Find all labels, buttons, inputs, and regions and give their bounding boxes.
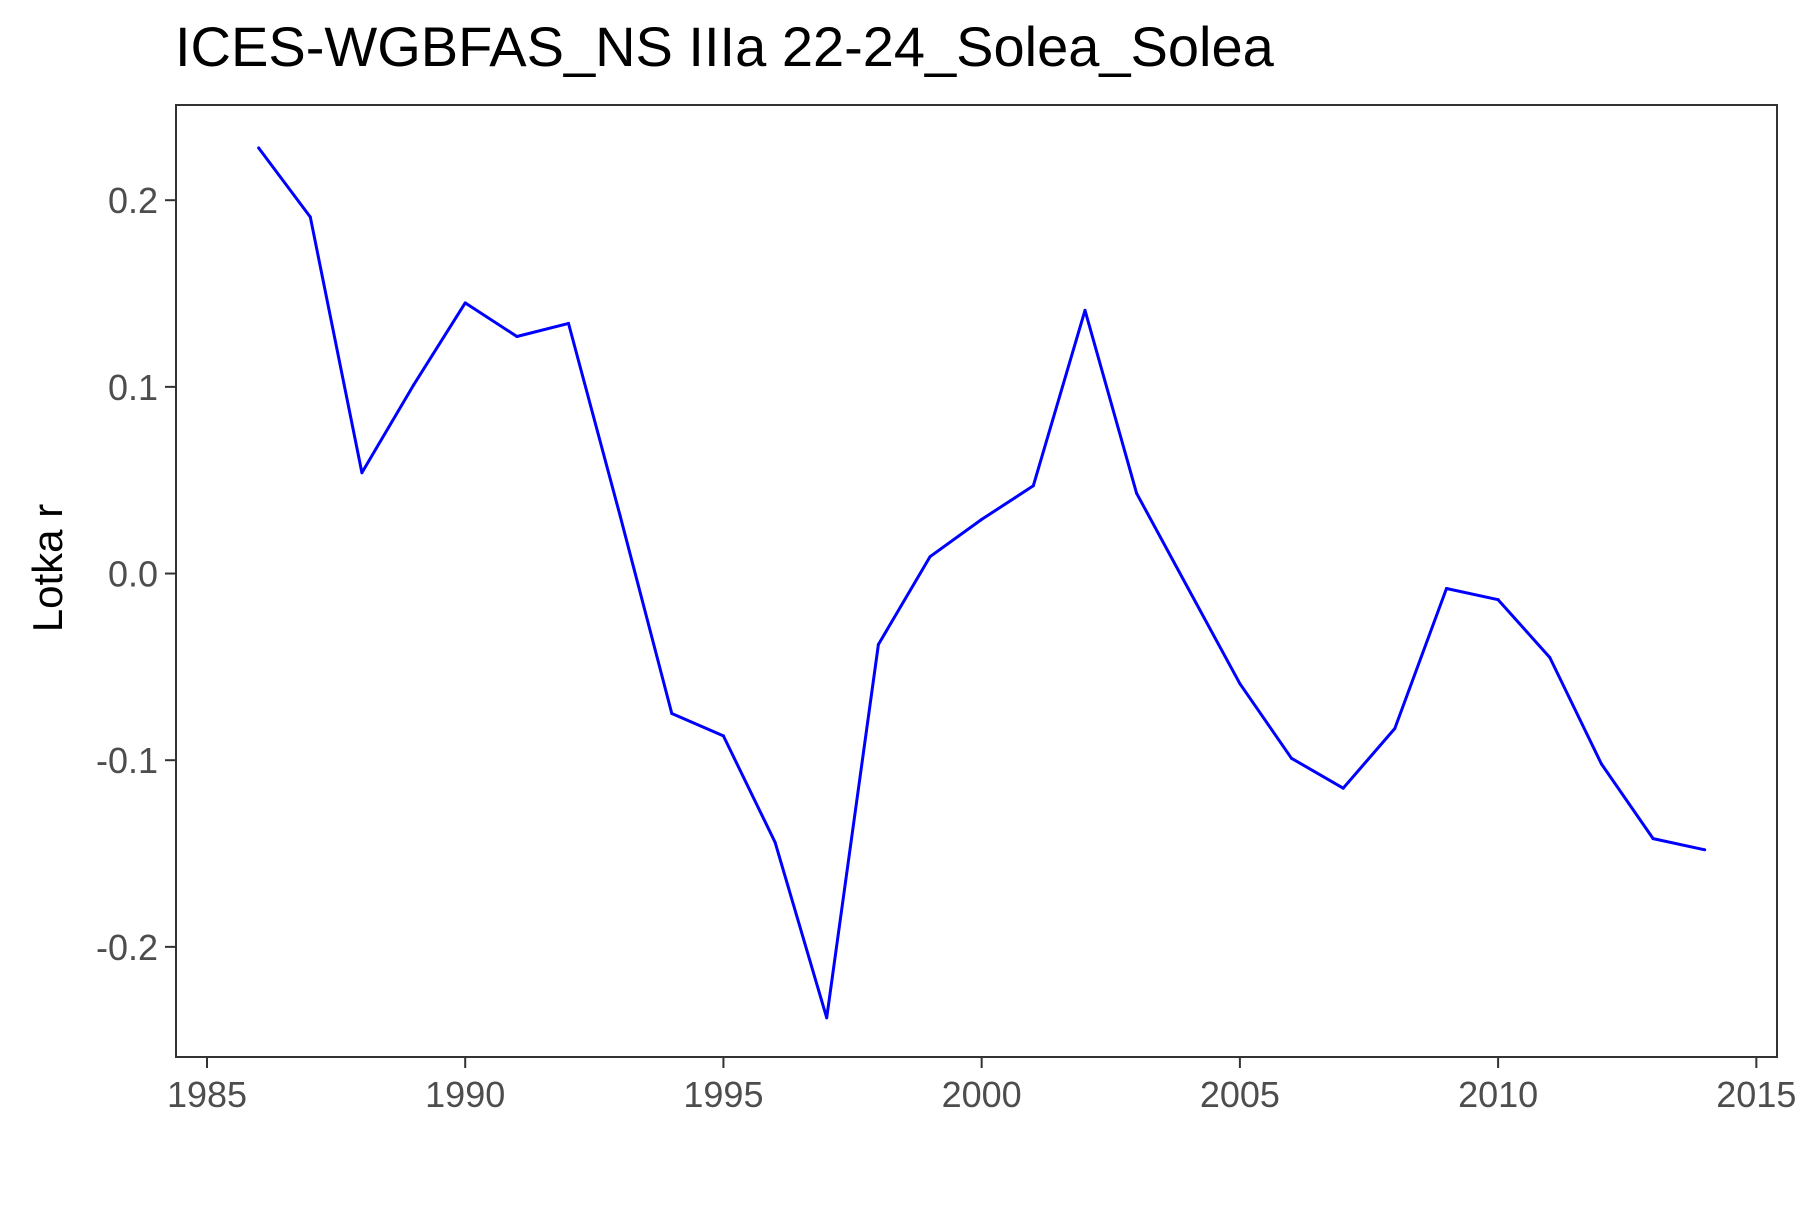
- data-point: [1083, 308, 1087, 312]
- data-point: [1031, 484, 1035, 488]
- data-point: [308, 215, 312, 219]
- series-line-0: [257, 147, 1706, 1020]
- data-point: [670, 712, 674, 716]
- y-axis-title: Lotka r: [24, 503, 71, 633]
- x-tick-label: 2005: [1200, 1074, 1280, 1115]
- y-tick-label: 0.0: [108, 554, 158, 595]
- x-tick-label: 2015: [1716, 1074, 1796, 1115]
- data-point: [1703, 848, 1707, 852]
- data-point: [1496, 598, 1500, 602]
- data-point: [721, 734, 725, 738]
- data-point: [1135, 491, 1139, 495]
- data-point: [928, 555, 932, 559]
- data-point: [618, 514, 622, 518]
- data-point: [1341, 786, 1345, 790]
- data-point: [773, 840, 777, 844]
- data-point: [825, 1016, 829, 1020]
- y-tick-label: -0.1: [96, 740, 158, 781]
- data-point: [463, 301, 467, 305]
- data-point: [1651, 837, 1655, 841]
- data-point: [980, 517, 984, 521]
- data-point: [1548, 656, 1552, 660]
- data-point: [567, 321, 571, 325]
- data-point: [876, 642, 880, 646]
- x-tick-label: 2010: [1458, 1074, 1538, 1115]
- data-point: [1393, 726, 1397, 730]
- chart-title: ICES-WGBFAS_NS IIIa 22-24_Solea_Solea: [175, 15, 1274, 78]
- x-tick-label: 1990: [425, 1074, 505, 1115]
- data-point: [515, 334, 519, 338]
- y-tick-label: -0.2: [96, 927, 158, 968]
- y-tick-label: 0.1: [108, 367, 158, 408]
- data-point: [1238, 682, 1242, 686]
- y-tick-label: 0.2: [108, 180, 158, 221]
- data-point: [360, 471, 364, 475]
- data-point: [257, 146, 261, 150]
- data-point: [412, 383, 416, 387]
- x-tick-label: 2000: [942, 1074, 1022, 1115]
- data-point: [1444, 586, 1448, 590]
- data-point: [1599, 762, 1603, 766]
- x-tick-label: 1985: [167, 1074, 247, 1115]
- plot-border: [175, 104, 1778, 1058]
- x-tick-label: 1995: [683, 1074, 763, 1115]
- data-point: [1290, 756, 1294, 760]
- data-point: [1186, 586, 1190, 590]
